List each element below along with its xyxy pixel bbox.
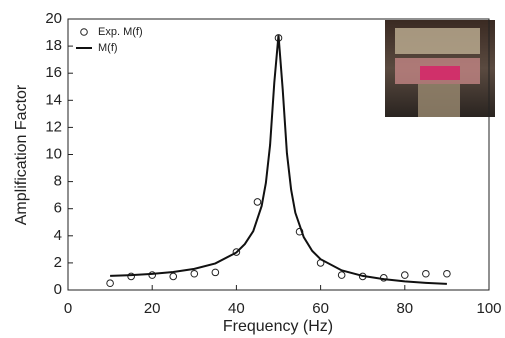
data-point: [443, 269, 451, 278]
data-point: [211, 268, 220, 277]
y-tick-label: 16: [45, 64, 62, 81]
legend-label: Exp. M(f): [98, 26, 143, 38]
data-point: [106, 279, 114, 288]
y-tick-label: 8: [54, 173, 62, 190]
x-tick-label: 20: [144, 300, 161, 317]
inset-photo: [385, 20, 495, 117]
y-tick-label: 6: [54, 200, 62, 217]
y-tick-label: 10: [45, 145, 62, 162]
y-tick-label: 14: [45, 91, 62, 108]
x-tick-label: 100: [476, 300, 501, 317]
y-axis-label: Amplification Factor: [13, 84, 30, 225]
y-tick-label: 12: [45, 118, 62, 135]
legend-marker: [80, 28, 88, 36]
data-point: [169, 272, 178, 281]
y-tick-label: 0: [54, 281, 62, 298]
data-point: [401, 271, 409, 279]
legend-label: M(f): [98, 42, 118, 54]
x-axis-label: Frequency (Hz): [223, 318, 333, 335]
data-point: [190, 269, 199, 278]
data-point: [253, 198, 262, 206]
x-tick-label: 40: [228, 300, 245, 317]
data-point: [422, 269, 430, 278]
y-tick-label: 2: [54, 254, 62, 271]
x-tick-label: 80: [396, 300, 413, 317]
y-tick-label: 20: [45, 10, 62, 27]
x-tick-label: 0: [64, 300, 72, 317]
y-tick-label: 4: [54, 227, 62, 244]
x-tick-label: 60: [312, 300, 329, 317]
fit-line: [110, 35, 447, 285]
data-point: [337, 271, 346, 279]
y-tick-label: 18: [45, 37, 62, 54]
